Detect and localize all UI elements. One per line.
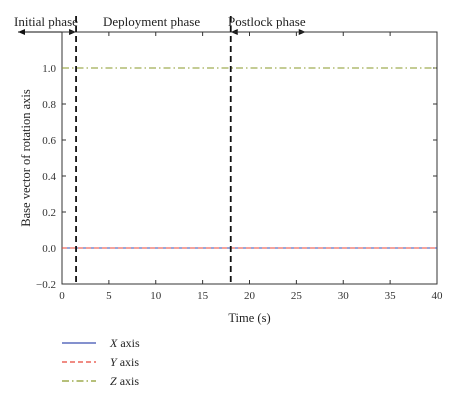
x-axis-label: Time (s) [228, 311, 270, 325]
x-tick-label: 5 [106, 290, 112, 302]
legend-label: Y axis [110, 355, 139, 369]
x-tick-label: 0 [59, 290, 65, 302]
phase-label: Initial phase [14, 14, 78, 29]
y-tick-label: −0.2 [36, 279, 56, 291]
axis-ticks: 0 5 10 15 20 25 30 35 40 −0.2 0.0 0.2 0.4 0.6 0.8 1.0 [36, 32, 443, 302]
x-tick-label: 35 [385, 290, 397, 302]
x-tick-label: 30 [338, 290, 350, 302]
phase-label: Postlock phase [228, 14, 306, 29]
y-tick-label: 0.0 [42, 243, 56, 255]
y-tick-label: 1.0 [42, 63, 56, 75]
arrow-left-icon [18, 29, 25, 35]
phase-label: Deployment phase [103, 14, 200, 29]
x-tick-label: 40 [432, 290, 444, 302]
y-tick-label: 0.6 [42, 135, 56, 147]
y-tick-label: 0.8 [42, 99, 56, 111]
x-tick-label: 25 [291, 290, 303, 302]
legend-label: Z axis [110, 374, 139, 388]
phase-boundaries [75, 16, 232, 284]
series-lines [62, 67, 437, 249]
y-axis-label: Base vector of rotation axis [19, 89, 33, 227]
x-tick-label: 10 [150, 290, 162, 302]
plot-frame [61, 31, 438, 285]
legend-label: X axis [109, 336, 140, 350]
legend: X axis Y axis Z axis [62, 336, 140, 388]
y-tick-label: 0.2 [42, 207, 56, 219]
x-tick-label: 20 [244, 290, 256, 302]
x-tick-label: 15 [197, 290, 209, 302]
y-tick-label: 0.4 [42, 171, 56, 183]
